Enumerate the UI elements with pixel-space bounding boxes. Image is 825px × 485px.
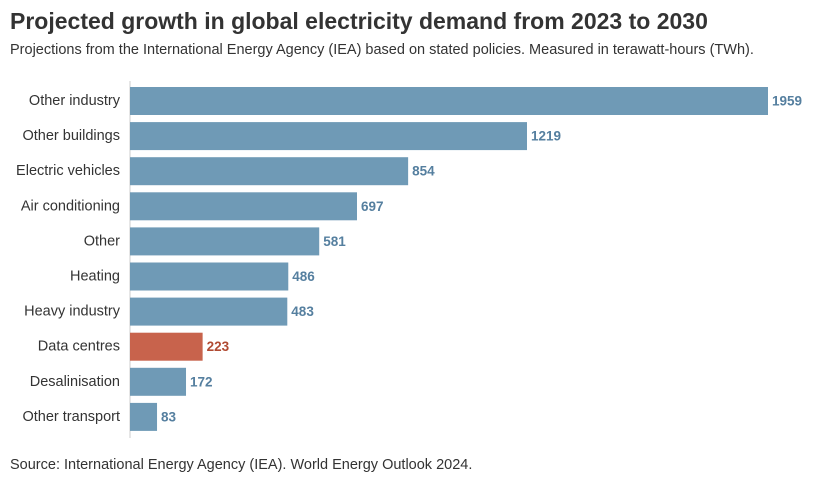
bar xyxy=(130,227,320,256)
value-label: 1959 xyxy=(772,94,802,109)
value-label: 486 xyxy=(292,269,315,284)
bar xyxy=(130,87,768,115)
category-label: Electric vehicles xyxy=(16,163,120,179)
value-label: 581 xyxy=(323,234,346,249)
value-label: 854 xyxy=(412,164,435,179)
bar xyxy=(130,367,187,396)
value-label: 697 xyxy=(361,199,384,214)
value-label: 223 xyxy=(207,339,230,354)
chart-source: Source: International Energy Agency (IEA… xyxy=(10,457,473,473)
bar xyxy=(130,332,203,361)
category-label: Desalinisation xyxy=(30,374,120,390)
bar xyxy=(130,192,357,221)
category-label: Heating xyxy=(70,269,120,285)
category-label: Other industry xyxy=(29,93,121,109)
category-label: Other xyxy=(84,233,120,249)
value-label: 483 xyxy=(291,304,314,319)
category-label: Data centres xyxy=(38,339,120,355)
category-label: Air conditioning xyxy=(21,198,120,214)
bar xyxy=(130,297,288,326)
category-label: Heavy industry xyxy=(24,304,121,320)
bar xyxy=(130,157,409,186)
chart-subtitle: Projections from the International Energ… xyxy=(10,42,754,58)
value-label: 1219 xyxy=(531,129,561,144)
chart-title: Projected growth in global electricity d… xyxy=(10,8,708,34)
value-label: 172 xyxy=(190,374,213,389)
category-label: Other buildings xyxy=(22,128,120,144)
value-label: 83 xyxy=(161,409,177,424)
bar xyxy=(130,262,289,291)
bar xyxy=(130,122,527,151)
bar xyxy=(130,402,158,431)
category-label: Other transport xyxy=(22,409,120,425)
